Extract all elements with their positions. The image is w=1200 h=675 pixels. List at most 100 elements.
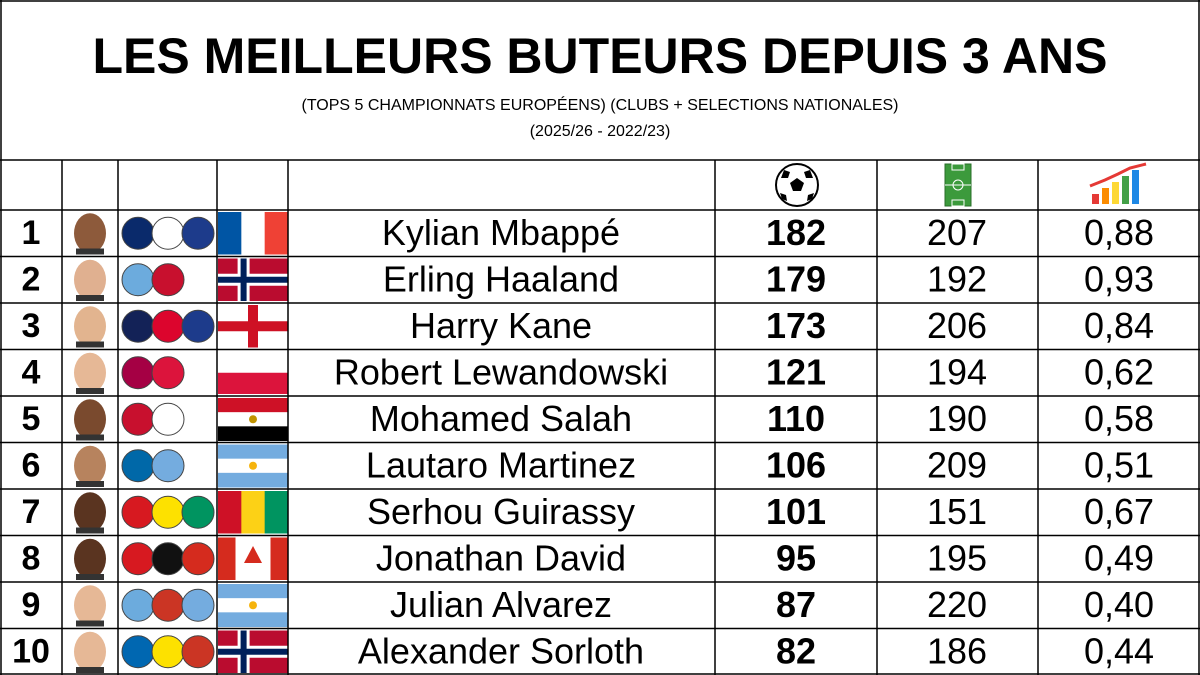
player-name: Kylian Mbappé	[382, 212, 620, 253]
club-logo	[121, 635, 155, 669]
goals: 87	[776, 584, 816, 625]
flag-part	[218, 472, 288, 488]
flag-part	[218, 372, 288, 394]
player-name: Alexander Sorloth	[358, 630, 644, 671]
rank: 6	[22, 447, 41, 485]
rank: 1	[22, 214, 41, 252]
player-photo	[74, 445, 106, 486]
club-logo	[181, 309, 215, 343]
flag-part	[270, 537, 289, 580]
matches: 151	[927, 491, 987, 532]
row: 10 Alexander Sorloth 82 186 0,44	[12, 630, 1154, 673]
flag-part	[218, 398, 288, 413]
club-logo	[151, 309, 185, 343]
flag-part	[218, 426, 288, 441]
player-photo	[74, 492, 106, 533]
rank: 9	[22, 586, 41, 624]
club-logo	[181, 495, 215, 529]
club-logo	[121, 309, 155, 343]
club-logo	[121, 449, 155, 483]
rank: 10	[12, 633, 50, 671]
ratio: 0,58	[1084, 398, 1154, 439]
flag-part	[218, 351, 288, 373]
matches: 192	[927, 258, 987, 299]
ratio: 0,88	[1084, 212, 1154, 253]
player-photo	[74, 585, 106, 626]
player-shirt	[76, 574, 104, 580]
flag-part	[249, 415, 257, 424]
matches: 190	[927, 398, 987, 439]
club-logo	[181, 635, 215, 669]
goals: 106	[766, 444, 826, 485]
matches: 195	[927, 537, 987, 578]
club-logo	[181, 588, 215, 622]
flag-part	[244, 546, 262, 563]
flag-part	[218, 648, 288, 655]
goals: 101	[766, 491, 826, 532]
matches: 194	[927, 351, 987, 392]
flag-part	[218, 444, 288, 460]
club-logo	[151, 635, 185, 669]
player-shirt	[76, 248, 104, 255]
subtitle: (TOPS 5 CHAMPIONNATS EUROPÉENS) (CLUBS +…	[301, 95, 898, 114]
player-photo	[74, 259, 106, 300]
row: 7 Serhou Guirassy 101 151 0,67	[22, 491, 1154, 534]
rank: 5	[22, 400, 41, 438]
row: 3 Harry Kane 173 206 0,84	[22, 305, 1154, 348]
player-name: Jonathan David	[376, 537, 626, 578]
player-name: Lautaro Martinez	[366, 444, 636, 485]
club-logo	[121, 495, 155, 529]
ratio: 0,62	[1084, 351, 1154, 392]
player-shirt	[76, 295, 104, 301]
rank: 7	[22, 493, 41, 531]
ratio: 0,40	[1084, 584, 1154, 625]
player-name: Serhou Guirassy	[367, 491, 635, 532]
row: 6 Lautaro Martinez 106 209 0,51	[22, 444, 1154, 488]
goals: 173	[766, 305, 826, 346]
flag-part	[218, 612, 288, 627]
flag-part	[264, 491, 289, 534]
club-logo	[151, 542, 185, 576]
matches: 220	[927, 584, 987, 625]
player-name: Robert Lewandowski	[334, 351, 668, 392]
title: LES MEILLEURS BUTEURS DEPUIS 3 ANS	[93, 28, 1108, 84]
club-logo	[151, 356, 185, 390]
club-logo	[151, 449, 185, 483]
player-shirt	[76, 434, 104, 441]
club-logo	[121, 263, 155, 297]
chart-icon	[1089, 162, 1147, 204]
club-logo	[121, 542, 155, 576]
player-shirt	[76, 667, 104, 673]
pitch-icon	[944, 163, 972, 207]
ratio: 0,67	[1084, 491, 1154, 532]
player-photo	[74, 306, 106, 347]
player-shirt	[76, 481, 104, 487]
goals: 95	[776, 537, 816, 578]
player-name: Julian Alvarez	[390, 584, 612, 625]
goals: 182	[766, 212, 826, 253]
matches: 207	[927, 212, 987, 253]
matches: 209	[927, 444, 987, 485]
row: 9 Julian Alvarez 87 220 0,40	[22, 584, 1154, 627]
club-logo	[181, 216, 215, 250]
flag-part	[218, 584, 288, 599]
club-logo	[121, 588, 155, 622]
player-photo	[74, 399, 106, 440]
flag-part	[264, 212, 289, 255]
ratio: 0,84	[1084, 305, 1154, 346]
rank: 3	[22, 307, 41, 345]
player-photo	[74, 538, 106, 579]
ratio: 0,49	[1084, 537, 1154, 578]
club-logo	[151, 495, 185, 529]
club-logo	[121, 356, 155, 390]
flag-part	[249, 461, 257, 470]
flag-part	[249, 601, 257, 610]
club-logo	[151, 216, 185, 250]
club-logo	[121, 402, 155, 436]
player-shirt	[76, 388, 104, 394]
goals: 121	[766, 351, 826, 392]
club-logo	[151, 402, 185, 436]
row: 5 Mohamed Salah 110 190 0,58	[22, 398, 1154, 441]
